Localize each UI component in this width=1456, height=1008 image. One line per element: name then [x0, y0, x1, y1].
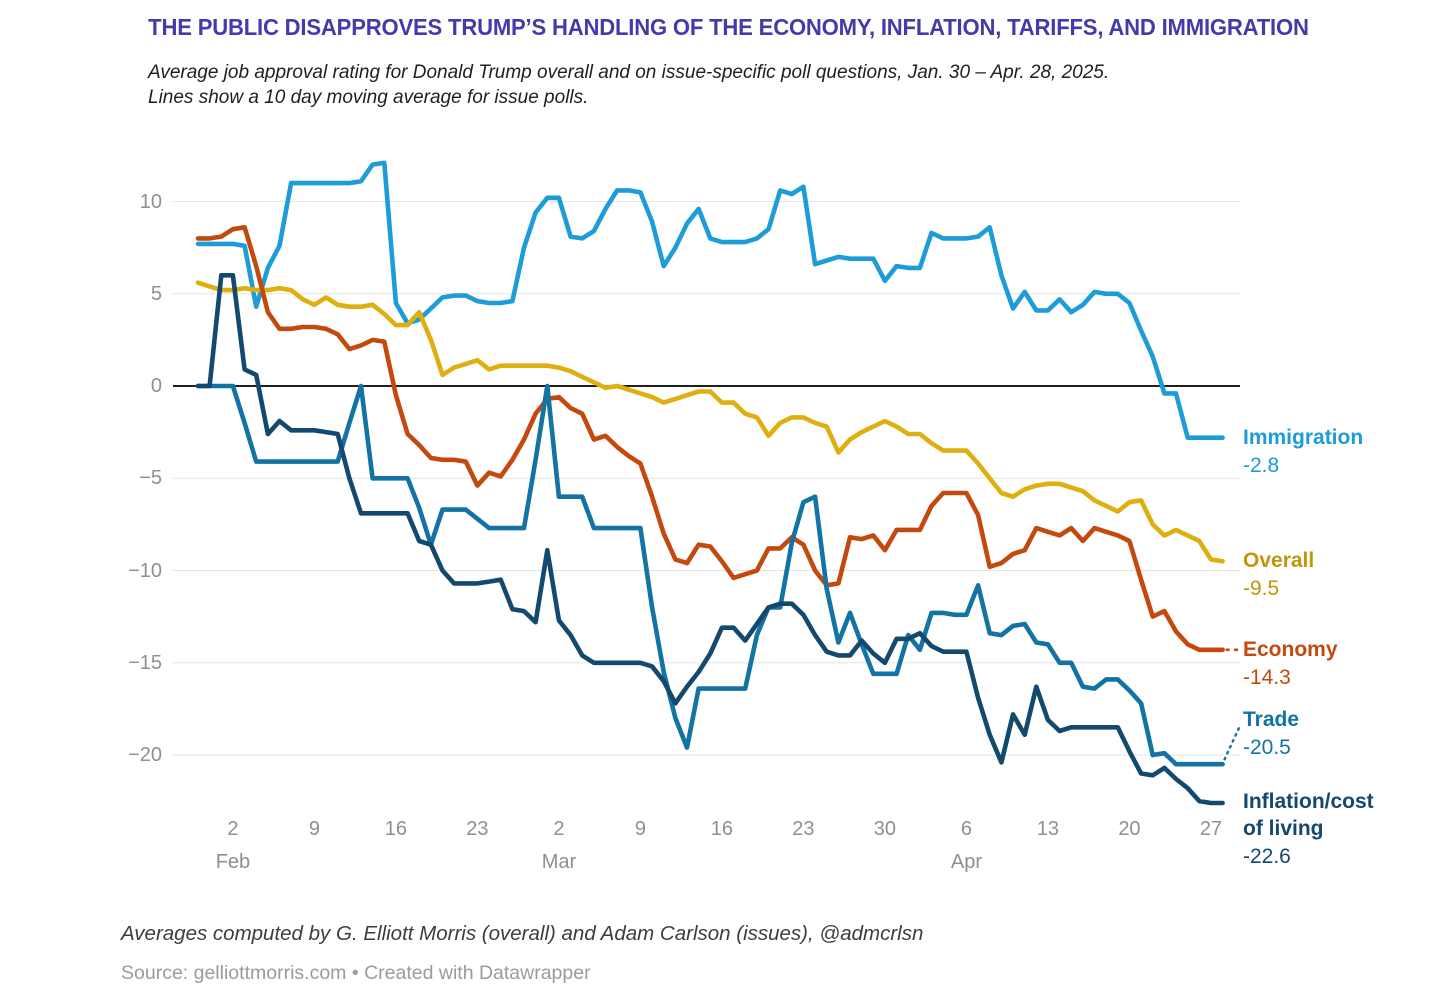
chart-title: THE PUBLIC DISAPPROVES TRUMP’S HANDLING … [147, 14, 1309, 40]
legend-label-trade: Trade [1243, 708, 1300, 732]
x-axis-tick-label: 9 [634, 818, 646, 840]
x-axis-tick-label: 20 [1118, 818, 1141, 840]
legend-label-inflation: of living [1243, 816, 1324, 840]
chart-subtitle: Average job approval rating for Donald T… [148, 60, 1109, 110]
page-title-row: THE PUBLIC DISAPPROVES TRUMP’S HANDLING … [0, 14, 1456, 41]
legend-value-immigration: -2.8 [1243, 453, 1280, 477]
x-axis-tick-label: 6 [960, 818, 972, 840]
chart-subtitle-line2: Lines show a 10 day moving average for i… [148, 87, 589, 108]
y-axis-tick-label: −10 [128, 559, 162, 582]
y-axis-tick-label: −5 [139, 467, 162, 490]
x-axis-month-label: Apr [950, 851, 982, 873]
y-axis-tick-label: 5 [150, 282, 162, 305]
x-axis-month-label: Mar [541, 851, 577, 873]
legend-label-immigration: Immigration [1243, 425, 1364, 449]
x-axis-month-label: Feb [215, 851, 251, 873]
x-axis-tick-label: 2 [227, 818, 239, 840]
x-axis-tick-label: 23 [792, 818, 815, 840]
credit-note: Averages computed by G. Elliott Morris (… [121, 922, 924, 945]
series-line-overall [195, 280, 1225, 564]
x-axis-tick-label: 16 [710, 818, 734, 840]
series-line-economy [195, 225, 1225, 653]
legend-label-economy: Economy [1243, 637, 1338, 661]
legend-value-economy: -14.3 [1243, 665, 1291, 689]
trade-leader-dots [1223, 726, 1241, 761]
source-note: Source: gelliottmorris.com • Created wit… [121, 962, 591, 984]
legend-label-inflation: Inflation/cost [1243, 789, 1374, 813]
y-axis-tick-label: −20 [128, 744, 162, 766]
legend-value-overall: -9.5 [1243, 577, 1280, 601]
x-axis-tick-label: 13 [1036, 818, 1060, 840]
chart-subtitle-line1: Average job approval rating for Donald T… [148, 62, 1110, 83]
x-axis-tick-label: 30 [873, 818, 897, 840]
x-axis-tick-label: 2 [553, 818, 565, 840]
series-line-inflation [195, 273, 1225, 806]
x-axis-tick-label: 9 [308, 818, 320, 840]
series-line-immigration [195, 160, 1225, 440]
y-axis-tick-label: −15 [128, 651, 162, 674]
legend-label-overall: Overall [1243, 549, 1315, 573]
series-line-trade [195, 383, 1225, 767]
x-axis-tick-label: 23 [466, 818, 489, 840]
x-axis-tick-label: 16 [384, 818, 408, 840]
legend-value-trade: -20.5 [1243, 736, 1291, 760]
legend-value-inflation: -22.6 [1243, 844, 1291, 868]
x-axis-tick-label: 27 [1199, 818, 1223, 840]
y-axis-tick-label: 10 [139, 190, 162, 213]
y-axis-tick-label: 0 [150, 375, 162, 397]
